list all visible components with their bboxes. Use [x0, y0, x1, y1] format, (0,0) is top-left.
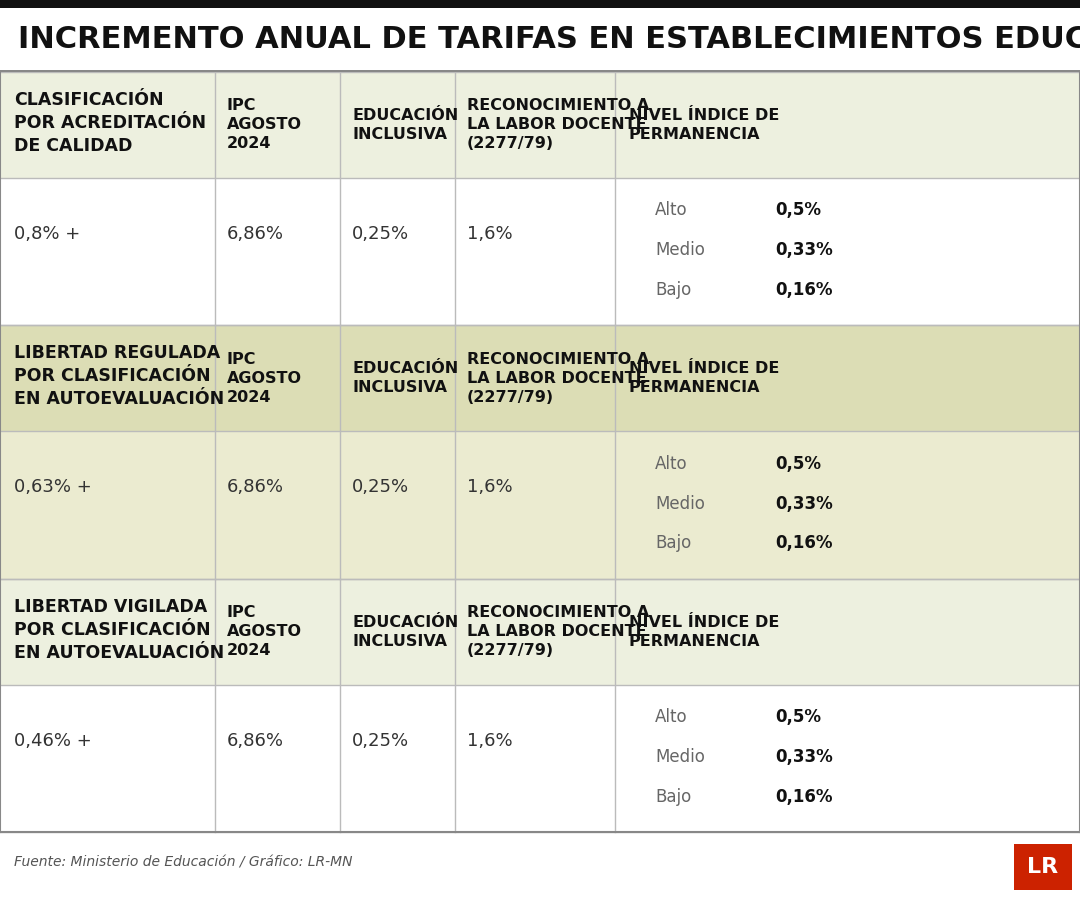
- Bar: [455, 579, 615, 685]
- Text: 1,6%: 1,6%: [467, 225, 513, 243]
- Bar: [340, 325, 455, 431]
- Bar: [615, 71, 1080, 178]
- Text: 0,5%: 0,5%: [775, 708, 821, 726]
- Text: NIVEL ÍNDICE DE
PERMANENCIA: NIVEL ÍNDICE DE PERMANENCIA: [629, 615, 780, 649]
- Bar: [0, 70, 1080, 71]
- Text: EDUCACIÓN
INCLUSIVA: EDUCACIÓN INCLUSIVA: [352, 108, 458, 142]
- Bar: [615, 325, 1080, 431]
- Bar: [615, 579, 1080, 685]
- Text: EDUCACIÓN
INCLUSIVA: EDUCACIÓN INCLUSIVA: [352, 361, 458, 395]
- Text: LIBERTAD VIGILADA
POR CLASIFICACIÓN
EN AUTOEVALUACIÓN: LIBERTAD VIGILADA POR CLASIFICACIÓN EN A…: [14, 598, 225, 662]
- Bar: [340, 71, 455, 178]
- Text: EDUCACIÓN
INCLUSIVA: EDUCACIÓN INCLUSIVA: [352, 615, 458, 649]
- Text: Medio: Medio: [654, 494, 705, 512]
- Text: Alto: Alto: [654, 202, 688, 220]
- Bar: [0, 579, 215, 685]
- Text: 0,63% +: 0,63% +: [14, 478, 92, 496]
- Text: IPC
AGOSTO
2024: IPC AGOSTO 2024: [227, 352, 302, 405]
- Bar: [455, 71, 615, 178]
- Bar: [340, 685, 455, 832]
- Text: 0,16%: 0,16%: [775, 788, 833, 806]
- Text: CLASIFICACIÓN
POR ACREDITACIÓN
DE CALIDAD: CLASIFICACIÓN POR ACREDITACIÓN DE CALIDA…: [14, 91, 206, 155]
- Text: RECONOCIMIENTO A
LA LABOR DOCENTE
(2277/79): RECONOCIMIENTO A LA LABOR DOCENTE (2277/…: [467, 605, 649, 659]
- Text: 0,33%: 0,33%: [775, 494, 833, 512]
- Text: Alto: Alto: [654, 454, 688, 472]
- Bar: [0, 325, 215, 431]
- Bar: [0, 178, 215, 325]
- Text: RECONOCIMIENTO A
LA LABOR DOCENTE
(2277/79): RECONOCIMIENTO A LA LABOR DOCENTE (2277/…: [467, 352, 649, 405]
- Text: 0,5%: 0,5%: [775, 202, 821, 220]
- Text: INCREMENTO ANUAL DE TARIFAS EN ESTABLECIMIENTOS EDUCATIVOS: INCREMENTO ANUAL DE TARIFAS EN ESTABLECI…: [18, 24, 1080, 53]
- Bar: [615, 178, 1080, 325]
- Text: Bajo: Bajo: [654, 281, 691, 299]
- Text: 1,6%: 1,6%: [467, 478, 513, 496]
- Text: NIVEL ÍNDICE DE
PERMANENCIA: NIVEL ÍNDICE DE PERMANENCIA: [629, 361, 780, 395]
- Text: 0,8% +: 0,8% +: [14, 225, 80, 243]
- Text: IPC
AGOSTO
2024: IPC AGOSTO 2024: [227, 98, 302, 151]
- Text: 6,86%: 6,86%: [227, 732, 284, 750]
- Bar: [0, 685, 215, 832]
- Bar: [215, 178, 340, 325]
- Bar: [615, 431, 1080, 579]
- Bar: [215, 685, 340, 832]
- Text: Fuente: Ministerio de Educación / Gráfico: LR-MN: Fuente: Ministerio de Educación / Gráfic…: [14, 855, 352, 869]
- Text: Alto: Alto: [654, 708, 688, 726]
- Text: 1,6%: 1,6%: [467, 732, 513, 750]
- Text: 0,33%: 0,33%: [775, 748, 833, 766]
- Text: 0,46% +: 0,46% +: [14, 732, 92, 750]
- Text: 0,25%: 0,25%: [352, 478, 409, 496]
- Bar: [340, 178, 455, 325]
- Text: 0,33%: 0,33%: [775, 241, 833, 259]
- Bar: [215, 579, 340, 685]
- Bar: [615, 685, 1080, 832]
- Text: LIBERTAD REGULADA
POR CLASIFICACIÓN
EN AUTOEVALUACIÓN: LIBERTAD REGULADA POR CLASIFICACIÓN EN A…: [14, 345, 225, 408]
- Bar: [0, 431, 215, 579]
- Bar: [455, 431, 615, 579]
- Text: LR: LR: [1027, 857, 1058, 877]
- Text: 0,25%: 0,25%: [352, 732, 409, 750]
- Bar: [1014, 844, 1072, 890]
- Text: 6,86%: 6,86%: [227, 478, 284, 496]
- Bar: [455, 685, 615, 832]
- Text: 0,5%: 0,5%: [775, 454, 821, 472]
- Text: 0,16%: 0,16%: [775, 535, 833, 553]
- Text: 6,86%: 6,86%: [227, 225, 284, 243]
- Text: IPC
AGOSTO
2024: IPC AGOSTO 2024: [227, 605, 302, 659]
- Bar: [215, 325, 340, 431]
- Bar: [455, 178, 615, 325]
- Text: RECONOCIMIENTO A
LA LABOR DOCENTE
(2277/79): RECONOCIMIENTO A LA LABOR DOCENTE (2277/…: [467, 98, 649, 151]
- Text: 0,16%: 0,16%: [775, 281, 833, 299]
- Bar: [0, 71, 215, 178]
- Bar: [455, 325, 615, 431]
- Bar: [340, 431, 455, 579]
- Text: Bajo: Bajo: [654, 535, 691, 553]
- Bar: [215, 71, 340, 178]
- Text: Medio: Medio: [654, 748, 705, 766]
- Text: Medio: Medio: [654, 241, 705, 259]
- Bar: [0, 0, 1080, 8]
- Bar: [215, 431, 340, 579]
- Text: NIVEL ÍNDICE DE
PERMANENCIA: NIVEL ÍNDICE DE PERMANENCIA: [629, 108, 780, 142]
- Text: 0,25%: 0,25%: [352, 225, 409, 243]
- Bar: [340, 579, 455, 685]
- Text: Bajo: Bajo: [654, 788, 691, 806]
